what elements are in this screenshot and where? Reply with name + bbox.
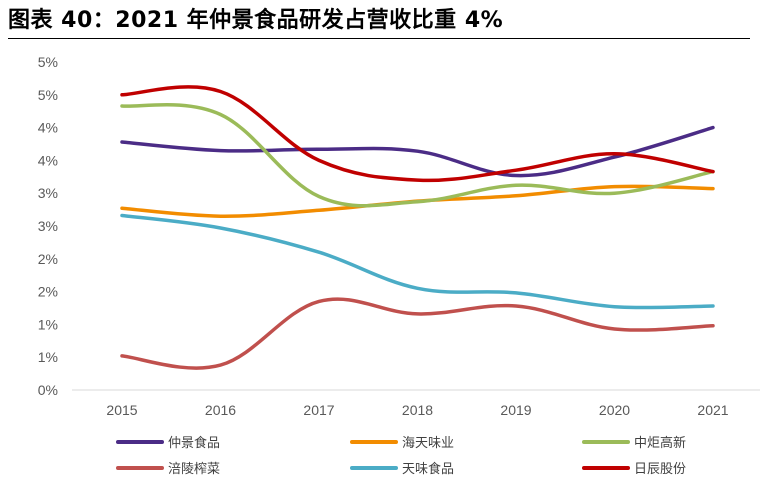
series-lines	[120, 85, 715, 370]
y-tick-label: 5%	[38, 54, 58, 70]
x-tick-label: 2016	[205, 402, 236, 418]
chart-title: 图表 40：2021 年仲景食品研发占营收比重 4%	[8, 8, 504, 33]
series-line-5	[120, 85, 715, 183]
y-axis-ticks: 0% 1% 1% 2% 2% 3% 3% 4% 4% 5% 5%	[38, 54, 58, 398]
series-line-4	[120, 213, 715, 310]
legend-label: 仲景食品	[168, 435, 220, 451]
y-tick-label: 0%	[38, 382, 58, 398]
legend-label: 涪陵榨菜	[168, 461, 220, 477]
y-tick-label: 1%	[38, 349, 58, 365]
y-tick-label: 2%	[38, 251, 58, 267]
legend-label: 日辰股份	[634, 462, 686, 477]
legend-label: 天味食品	[402, 461, 454, 477]
series-line-2	[120, 102, 715, 208]
y-tick-label: 4%	[38, 152, 58, 168]
y-tick-label: 3%	[38, 218, 58, 234]
y-tick-label: 1%	[38, 316, 58, 332]
x-tick-label: 2017	[303, 402, 334, 418]
series-line-0	[120, 125, 715, 178]
x-axis-ticks: 2015 2016 2017 2018 2019 2020 2021	[106, 402, 728, 418]
title-underline	[8, 38, 750, 39]
x-tick-label: 2018	[402, 402, 433, 418]
x-tick-label: 2021	[697, 402, 728, 418]
y-tick-label: 5%	[38, 87, 58, 103]
series-line-3	[120, 297, 715, 370]
x-tick-label: 2019	[500, 402, 531, 418]
x-tick-label: 2015	[106, 402, 137, 418]
legend-label: 中炬高新	[634, 435, 686, 451]
y-tick-label: 2%	[38, 284, 58, 300]
legend-label: 海天味业	[402, 436, 454, 451]
y-tick-label: 3%	[38, 185, 58, 201]
x-tick-label: 2020	[599, 402, 630, 418]
y-tick-label: 4%	[38, 120, 58, 136]
